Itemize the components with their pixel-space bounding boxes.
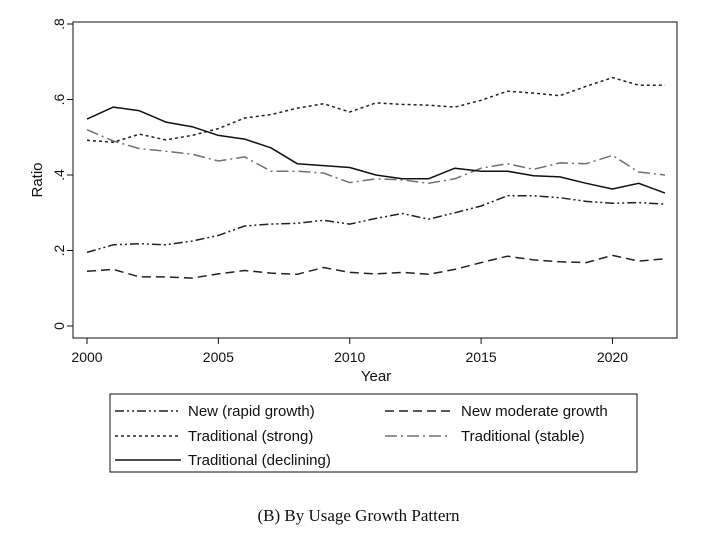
series-line-2: [86, 76, 665, 143]
x-tick-label: 2005: [203, 349, 234, 365]
legend-label-2: Traditional (strong): [188, 428, 313, 445]
x-tick-label: 2000: [71, 349, 102, 365]
legend-box: [109, 393, 638, 473]
line-chart: 0 .2 .4 .6 .8 2000 2005 2010 2015 2020 Ratio Yea…: [29, 18, 678, 473]
series-line-0: [86, 195, 666, 254]
series-line-4: [86, 106, 666, 194]
y-tick-label: .2: [51, 244, 67, 256]
x-tick-label: 2015: [466, 349, 497, 365]
y-axis-label: Ratio: [29, 162, 46, 197]
legend-items: New (rapid growth) New moderate growth Tra…: [115, 403, 608, 469]
y-tick-label: .6: [51, 93, 67, 105]
y-tick-label: 0: [51, 322, 67, 330]
x-axis-label: Year: [361, 368, 391, 385]
figure-caption: (B) By Usage Growth Pattern: [257, 506, 460, 525]
y-tick-label: .8: [51, 18, 67, 30]
legend-label-3: Traditional (stable): [461, 428, 585, 445]
x-tick-label: 2010: [334, 349, 365, 365]
legend-label-1: New moderate growth: [461, 403, 608, 420]
series-line-3: [86, 129, 666, 185]
legend-label-0: New (rapid growth): [188, 403, 315, 420]
plot-area-frame: [72, 21, 678, 339]
series-lines: [86, 76, 666, 279]
legend-label-4: Traditional (declining): [188, 452, 331, 469]
y-tick-label: .4: [51, 169, 67, 181]
x-axis: 2000 2005 2010 2015 2020: [71, 338, 628, 365]
y-axis: 0 .2 .4 .6 .8: [51, 18, 73, 330]
x-tick-label: 2020: [597, 349, 628, 365]
legend: New (rapid growth) New moderate growth Tra…: [109, 393, 638, 473]
